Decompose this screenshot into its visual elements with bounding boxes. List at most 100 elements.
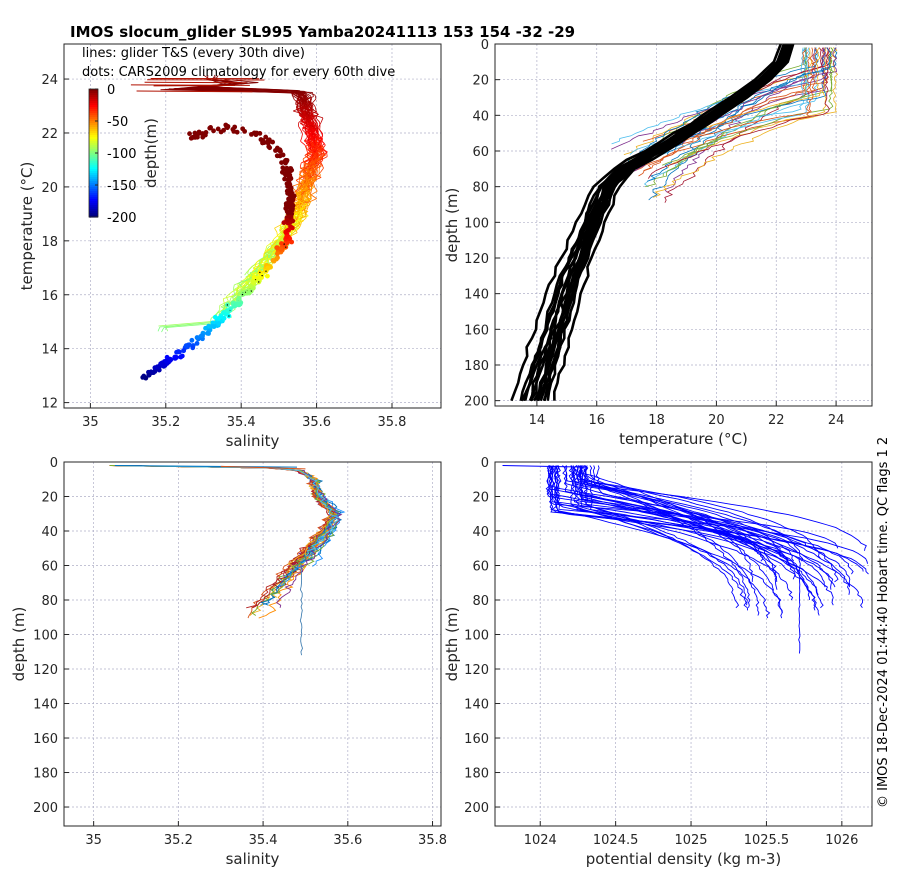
ts-xtick-label: 35 (82, 415, 99, 430)
sal-ytick-label: 140 (33, 698, 58, 713)
ts-glider-line (296, 97, 305, 102)
colorbar-segment (89, 143, 98, 146)
colorbar-segment (89, 163, 98, 166)
ts-glider-line (306, 197, 311, 203)
colorbar-segment (89, 115, 98, 118)
ts-glider-line (300, 212, 304, 217)
ts-glider-line (298, 180, 305, 185)
ts-dot-center (228, 315, 230, 317)
ts-dot-center (241, 293, 244, 296)
colorbar-segment (89, 97, 98, 100)
ts-glider-line (306, 101, 309, 105)
ts-glider-line (314, 95, 317, 100)
ts-glider-line (320, 117, 324, 123)
colorbar-segment (89, 95, 98, 98)
ts-glider-line (307, 168, 310, 172)
sal-glider-line (113, 465, 338, 590)
ts-glider-line (299, 173, 301, 178)
colorbar-segment (89, 127, 98, 130)
ts-glider-line (241, 280, 246, 286)
ts-glider-line (306, 123, 312, 128)
ts-glider-line (301, 116, 310, 121)
ts-climatology-dot (286, 196, 291, 202)
ts-glider-line (158, 321, 213, 327)
colorbar-segment (89, 91, 98, 94)
sal-glider-line (119, 465, 335, 606)
ts-dot-center (259, 271, 261, 274)
colorbar-segment (89, 199, 98, 202)
ts-ytick-label: 16 (41, 289, 58, 304)
ts-glider-line (197, 86, 284, 91)
ts-glider-line (296, 192, 302, 197)
temp-climatology-line (535, 43, 790, 402)
ts-glider-line (300, 207, 305, 212)
ts-glider-line (259, 258, 267, 263)
ts-glider-line (304, 103, 307, 108)
ts-glider-line (309, 185, 313, 190)
ts-climatology-dot (235, 301, 240, 307)
ts-glider-line (279, 234, 284, 239)
temp-ylabel: depth (m) (443, 188, 461, 263)
ts-glider-line (274, 227, 278, 233)
ts-climatology-dot (267, 145, 273, 151)
legend-dots-text: dots: CARS2009 climatology for every 60t… (82, 65, 395, 80)
ts-glider-line (298, 118, 305, 123)
ts-glider-line (306, 103, 312, 108)
ts-glider-line (222, 298, 225, 304)
ts-climatology-dot (274, 256, 279, 262)
colorbar-segment (89, 99, 98, 102)
ts-glider-surface-line (136, 90, 253, 93)
ts-glider-line (311, 143, 324, 148)
colorbar-segment (89, 179, 98, 182)
ts-glider-line (309, 161, 318, 166)
colorbar-segment (89, 183, 98, 186)
ts-glider-line (295, 103, 302, 108)
ts-climatology-dot (251, 274, 257, 280)
colorbar-segment (89, 173, 98, 176)
ts-glider-line (250, 263, 256, 269)
colorbar-tick-label: -100 (107, 147, 137, 162)
ts-glider-line (296, 102, 300, 108)
ts-glider-line (281, 227, 286, 233)
ts-climatology-dot (274, 153, 280, 159)
ts-glider-line (302, 112, 313, 117)
colorbar-segment (89, 141, 98, 144)
ts-glider-line (306, 194, 309, 199)
ts-glider-line (297, 209, 302, 213)
sal-ylabel: depth (m) (10, 607, 28, 682)
temp-ytick-label: 100 (464, 216, 489, 231)
ts-glider-line (309, 147, 316, 152)
temp-ytick-label: 140 (464, 288, 489, 303)
figure-title: IMOS slocum_glider SL995 Yamba20241113 1… (70, 23, 575, 41)
ts-climatology-dot (176, 349, 182, 355)
ts-glider-line (307, 192, 311, 197)
ts-climatology-dot (283, 160, 288, 166)
ts-glider-line (278, 229, 281, 233)
colorbar-segment (89, 121, 98, 124)
ts-glider-line (215, 309, 221, 315)
ts-dot-center (285, 246, 287, 248)
sal-deep-line (299, 565, 303, 656)
sal-ytick-label: 160 (33, 732, 58, 747)
ts-glider-line (295, 106, 299, 112)
temp-xtick-label: 24 (828, 413, 845, 428)
temp-climatology-line (542, 43, 792, 402)
colorbar-segment (89, 165, 98, 168)
ts-glider-line (249, 272, 253, 277)
ts-glider-line (311, 103, 314, 108)
ts-glider-line (315, 110, 318, 115)
ts-glider-line (306, 206, 309, 211)
ts-glider-line (312, 128, 316, 133)
ts-glider-line (312, 135, 318, 140)
sal-xtick-label: 35.2 (164, 833, 193, 848)
dens-ytick-label: 120 (464, 663, 489, 678)
dens-glider-line (578, 465, 804, 562)
ts-glider-line (262, 260, 267, 266)
ts-glider-line (312, 102, 316, 107)
panel-salinity-depth: 35 35.2 35.4 35.6 35.8 0 20 40 60 80 100 120 140 160 1… (10, 456, 447, 868)
ts-glider-line (306, 98, 309, 102)
sal-ytick-label: 120 (33, 663, 58, 678)
ts-glider-line (301, 182, 306, 187)
colorbar-segment (89, 193, 98, 196)
